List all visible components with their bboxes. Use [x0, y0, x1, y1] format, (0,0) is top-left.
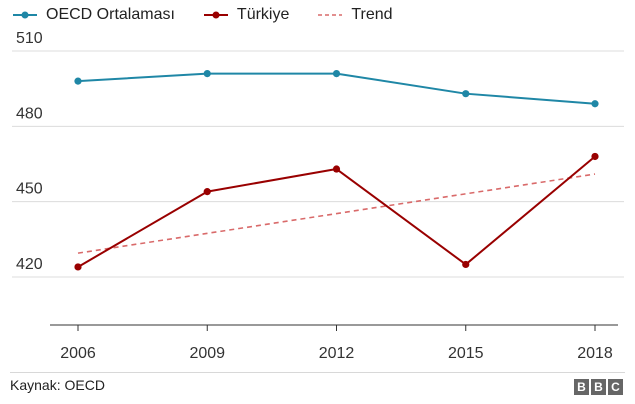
legend-item-turkiye: Türkiye: [203, 5, 289, 25]
legend-item-trend: Trend: [317, 5, 393, 25]
legend-swatch-trend: [318, 14, 343, 16]
legend: OECD Ortalaması Türkiye Trend: [12, 5, 421, 25]
series-line-t-rkiye: [77, 155, 596, 268]
series-layer: [74, 70, 599, 271]
trend-line: [77, 173, 596, 254]
x-tick-label: 2012: [319, 345, 355, 362]
legend-label-trend: Trend: [351, 6, 393, 23]
bbc-logo-letter: B: [591, 379, 606, 395]
data-point-oecd-ortalamas-: [74, 77, 82, 85]
data-point-t-rkiye: [591, 152, 599, 161]
legend-swatch-oecd: [13, 11, 37, 19]
grid-lines: [12, 50, 624, 278]
legend-label-turkiye: Türkiye: [236, 6, 290, 23]
bbc-logo: B B C: [574, 379, 623, 395]
legend-item-oecd: OECD Ortalaması: [12, 5, 175, 25]
legend-swatch-turkiye: [203, 11, 228, 19]
data-point-t-rkiye: [462, 260, 470, 269]
data-point-t-rkiye: [203, 188, 211, 196]
x-axis: 2006 2009 2012 2015 2018: [50, 324, 618, 362]
data-point-oecd-ortalamas-: [591, 100, 599, 108]
x-tick-label: 2009: [189, 345, 225, 362]
x-tick-label: 2006: [60, 345, 96, 362]
trend-layer: [77, 173, 596, 254]
y-tick-label: 420: [16, 256, 43, 273]
line-chart: 420 450 480 510 2006 2009 2012 2015 2018: [12, 30, 624, 362]
data-point-oecd-ortalamas-: [203, 70, 211, 78]
y-tick-label: 450: [16, 181, 43, 198]
data-point-oecd-ortalamas-: [332, 70, 341, 78]
x-tick-label: 2015: [448, 345, 484, 362]
legend-label-oecd: OECD Ortalaması: [46, 6, 175, 23]
footer-divider: [10, 372, 625, 373]
y-tick-labels: 420 450 480 510: [16, 30, 43, 273]
x-tick-label: 2018: [577, 345, 613, 362]
data-point-t-rkiye: [74, 263, 82, 271]
data-point-oecd-ortalamas-: [462, 90, 470, 98]
source-note: Kaynak: OECD: [10, 377, 105, 393]
data-point-t-rkiye: [332, 165, 341, 173]
y-tick-label: 480: [16, 105, 43, 122]
series-line-oecd-ortalamas-: [77, 72, 596, 105]
bbc-logo-letter: B: [574, 379, 589, 395]
bbc-logo-letter: C: [608, 379, 623, 395]
y-tick-label: 510: [16, 30, 43, 47]
